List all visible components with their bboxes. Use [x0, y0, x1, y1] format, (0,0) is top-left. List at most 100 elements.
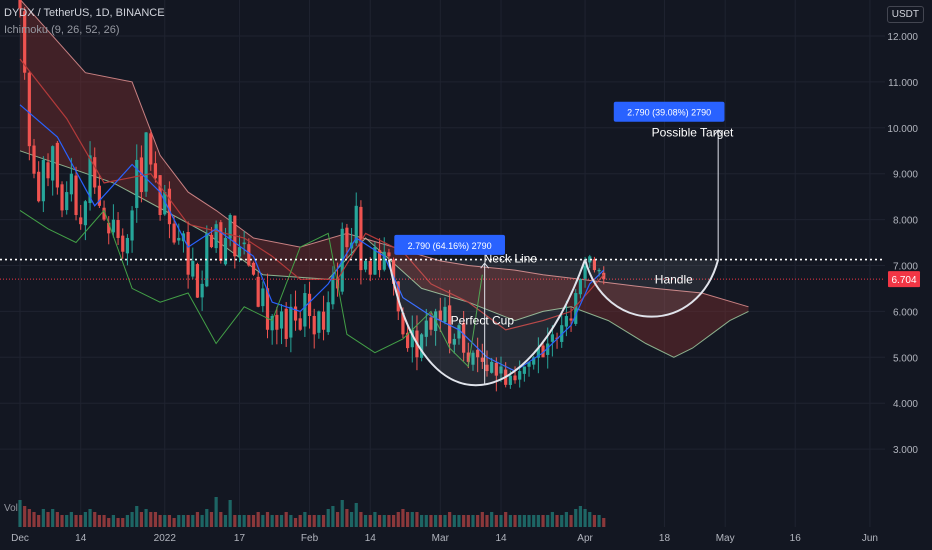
volume-bar: [55, 512, 59, 527]
candle-body: [326, 302, 330, 333]
volume-bar: [359, 512, 363, 527]
volume-bar: [121, 518, 125, 527]
candle-body: [490, 361, 494, 373]
candle-body: [345, 227, 349, 248]
candle-body: [574, 293, 578, 324]
candle-body: [158, 175, 162, 216]
candle-body: [536, 348, 540, 358]
volume-bar: [476, 515, 480, 527]
volume-bar: [74, 515, 78, 527]
candle-body: [494, 362, 498, 376]
candle-body: [135, 159, 139, 208]
candle-body: [485, 364, 489, 372]
candle-body: [401, 312, 405, 335]
candle-body: [429, 317, 433, 330]
time-tick-label: 14: [365, 533, 377, 544]
volume-bar: [37, 515, 41, 527]
candle-body: [275, 314, 279, 330]
volume-bar: [163, 515, 167, 527]
volume-bar: [354, 503, 358, 527]
candle-body: [93, 157, 97, 188]
candle-body: [546, 343, 550, 355]
volume-bar: [564, 512, 568, 527]
candle-body: [121, 235, 125, 252]
candle-body: [228, 215, 232, 239]
tenkan-sen-line: [19, 104, 605, 372]
price-tick-label: 8.000: [893, 216, 918, 227]
volume-bar: [191, 515, 195, 527]
candle-body: [550, 334, 554, 342]
volume-bar: [167, 515, 172, 527]
volume-bar: [149, 512, 153, 527]
candle-body: [237, 247, 242, 257]
volume-bar: [102, 515, 106, 527]
volume-bar: [415, 512, 419, 527]
volume-bar: [242, 515, 246, 527]
price-axis[interactable]: 12.000 11.000 10.000 9.000 8.000 7.000 6.000 5.…: [887, 32, 920, 456]
volume-bar: [443, 515, 447, 527]
volume-bar: [27, 509, 31, 527]
price-tick-label: 7.000: [893, 262, 918, 273]
volume-bars: [18, 497, 606, 527]
volume-bar: [536, 515, 540, 527]
candle-body: [74, 175, 78, 216]
target-arrowhead: [713, 129, 723, 136]
volume-bar: [270, 515, 274, 527]
candle-body: [410, 329, 414, 348]
measure-label-measure2: 2.790 (39.08%) 2790: [627, 108, 711, 118]
volume-bar: [284, 512, 288, 527]
volume-bar: [303, 512, 307, 527]
candle-body: [382, 251, 386, 270]
volume-bar: [377, 515, 382, 527]
candle-body: [219, 222, 223, 261]
candle-body: [32, 145, 36, 174]
candle-body: [37, 171, 41, 202]
volume-bar: [592, 515, 597, 527]
candle-body: [602, 272, 606, 280]
currency-badge[interactable]: USDT: [886, 6, 924, 23]
chikou-span-line: [19, 209, 483, 368]
candle-body: [462, 322, 466, 353]
candle-body: [153, 163, 158, 179]
volume-bar: [569, 515, 573, 527]
volume-bar: [583, 509, 587, 527]
candle-body: [420, 334, 424, 358]
annotations[interactable]: Perfect Cup Neck Line Handle Possible Targe…: [394, 101, 734, 328]
volume-bar: [522, 515, 526, 527]
grid-lines: [0, 0, 885, 527]
volume-bar: [172, 518, 176, 527]
candle-body: [368, 261, 372, 275]
symbol-title[interactable]: DYDX / TetherUS, 1D, BINANCE: [4, 7, 165, 19]
candle-body: [116, 220, 120, 238]
volume-bar: [111, 515, 115, 527]
candle-body: [97, 185, 101, 206]
candle-body: [578, 279, 582, 295]
volume-bar: [209, 512, 214, 527]
pattern-drawings[interactable]: [0, 129, 885, 387]
measure-label-measure1: 2.790 (64.16%) 2790: [408, 241, 492, 251]
volume-bar: [382, 515, 386, 527]
candle-body: [466, 352, 470, 362]
volume-bar: [97, 515, 101, 527]
volume-bar: [289, 515, 293, 527]
candle-body: [424, 320, 428, 337]
candle-body: [597, 270, 601, 272]
candle-body: [307, 293, 312, 316]
volume-bar: [578, 506, 582, 527]
candle-body: [247, 244, 251, 266]
volume-bar: [452, 515, 456, 527]
volume-bar: [387, 515, 391, 527]
volume-bar: [434, 515, 438, 527]
volume-bar: [471, 515, 475, 527]
candle-body: [321, 311, 326, 330]
candle-body: [392, 259, 396, 284]
volume-label: Vol: [4, 503, 18, 514]
time-axis[interactable]: Dec 14 2022 17 Feb 14 Mar 14 Apr 18 May 16 Jun: [11, 533, 878, 544]
candle-body: [499, 366, 503, 374]
kijun-sen-line: [19, 58, 605, 331]
volume-bar: [392, 515, 396, 527]
indicator-legend[interactable]: Ichimoku (9, 26, 52, 26): [4, 24, 120, 36]
volume-bar: [195, 512, 200, 527]
handle-curve: [584, 259, 720, 318]
